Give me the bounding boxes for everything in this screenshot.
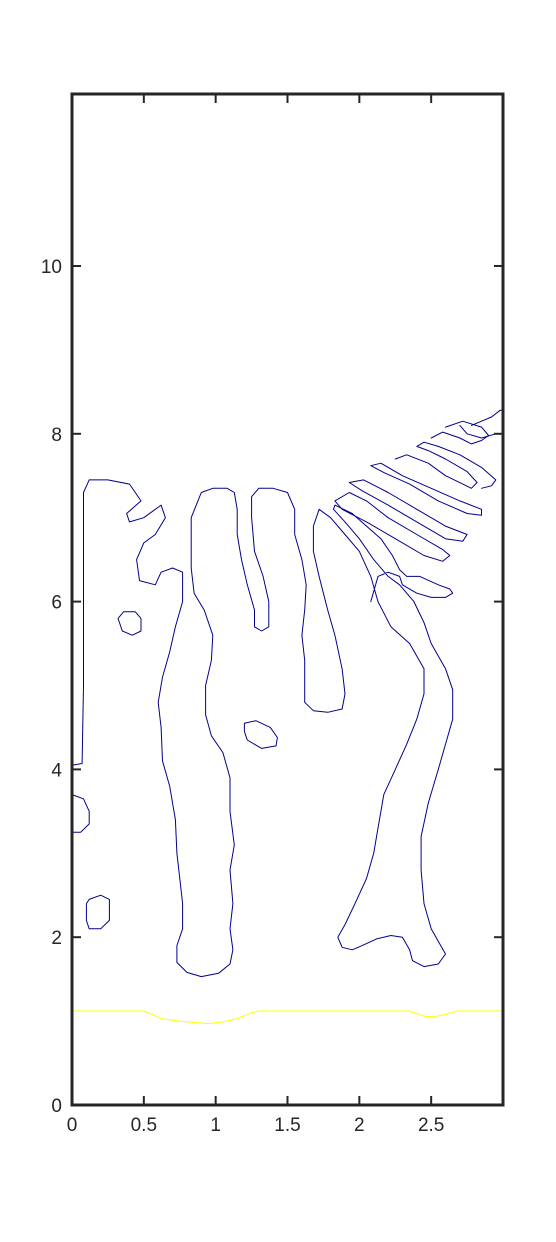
contour-line-0-0 [71,479,454,978]
tick-layer: 0 0.5 1 1.5 2 2.5 0 2 4 6 8 10 [41,94,503,1136]
contour-line-0-3 [71,794,90,833]
series-layer [71,409,504,1025]
contour-line-0-6 [348,479,468,542]
contour-line-0-2 [243,720,278,749]
y-tick-label: 2 [51,928,62,949]
contour-line-0-4 [85,894,110,930]
contour-line-0-1 [117,611,142,636]
contour-line-0-5 [334,492,451,562]
contour-line-0-11 [470,409,504,426]
x-tick-label: 2.5 [418,1115,444,1136]
y-tick-label: 4 [51,760,62,781]
contour-line-0-7 [370,462,482,516]
x-tick-label: 1 [210,1115,221,1136]
contour-line-0-9 [430,420,490,445]
y-tick-label: 10 [41,257,62,278]
x-tick-label: 0 [67,1115,78,1136]
contour-line-0-8 [394,441,497,489]
x-tick-label: 2 [354,1115,365,1136]
axes-frame [70,92,505,1107]
y-tick-label: 8 [51,425,62,446]
contour-line-1-0 [71,1010,504,1025]
y-tick-label: 0 [51,1096,62,1117]
y-tick-label: 6 [51,593,62,614]
x-tick-label: 1.5 [274,1115,300,1136]
x-tick-label: 0.5 [131,1115,157,1136]
plot-background [72,94,503,1105]
